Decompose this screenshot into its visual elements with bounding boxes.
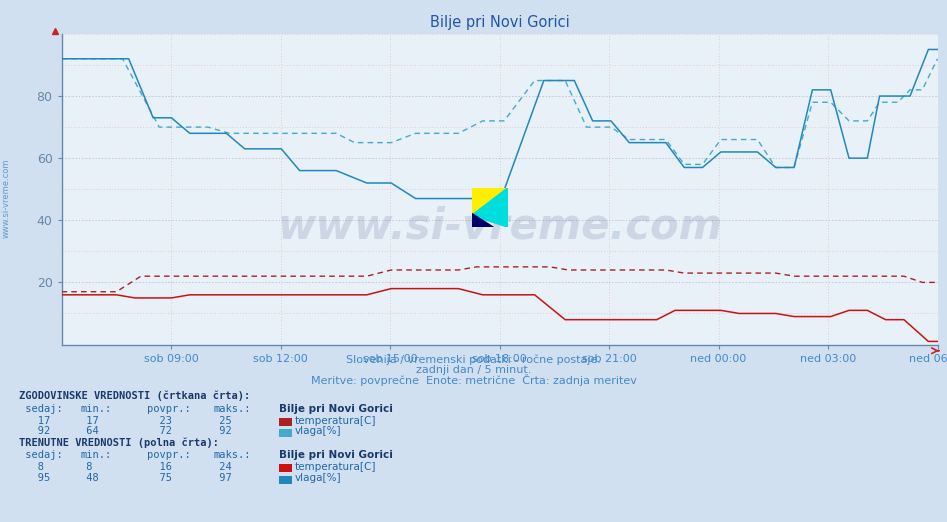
Text: Slovenija / vremenski podatki - ročne postaje.: Slovenija / vremenski podatki - ročne po… <box>346 354 601 365</box>
Text: min.:: min.: <box>80 450 112 460</box>
Text: 92: 92 <box>213 426 232 436</box>
Text: ZGODOVINSKE VREDNOSTI (črtkana črta):: ZGODOVINSKE VREDNOSTI (črtkana črta): <box>19 391 250 401</box>
Text: 8: 8 <box>80 462 93 472</box>
Text: TRENUTNE VREDNOSTI (polna črta):: TRENUTNE VREDNOSTI (polna črta): <box>19 438 219 448</box>
Text: 24: 24 <box>213 462 232 472</box>
Text: Meritve: povprečne  Enote: metrične  Črta: zadnja meritev: Meritve: povprečne Enote: metrične Črta:… <box>311 374 636 386</box>
Text: povpr.:: povpr.: <box>147 450 190 460</box>
Text: sedaj:: sedaj: <box>19 450 63 460</box>
Text: temperatura[C]: temperatura[C] <box>295 416 376 426</box>
Text: 48: 48 <box>80 473 99 483</box>
Polygon shape <box>472 213 493 227</box>
Text: 75: 75 <box>147 473 171 483</box>
Title: Bilje pri Novi Gorici: Bilje pri Novi Gorici <box>430 15 569 30</box>
Text: 23: 23 <box>147 416 171 426</box>
Text: 25: 25 <box>213 416 232 426</box>
Polygon shape <box>472 188 508 216</box>
Text: 16: 16 <box>147 462 171 472</box>
Text: www.si-vreme.com: www.si-vreme.com <box>277 206 722 247</box>
Text: 95: 95 <box>19 473 50 483</box>
Text: maks.:: maks.: <box>213 405 251 414</box>
Text: 97: 97 <box>213 473 232 483</box>
Text: min.:: min.: <box>80 405 112 414</box>
Text: vlaga[%]: vlaga[%] <box>295 473 341 483</box>
Text: 92: 92 <box>19 426 50 436</box>
Text: maks.:: maks.: <box>213 450 251 460</box>
Text: 17: 17 <box>19 416 50 426</box>
Text: 72: 72 <box>147 426 171 436</box>
Text: www.si-vreme.com: www.si-vreme.com <box>2 159 11 238</box>
Polygon shape <box>472 188 508 227</box>
Text: povpr.:: povpr.: <box>147 405 190 414</box>
Text: 8: 8 <box>19 462 44 472</box>
Text: 64: 64 <box>80 426 99 436</box>
Text: vlaga[%]: vlaga[%] <box>295 426 341 436</box>
Text: temperatura[C]: temperatura[C] <box>295 462 376 472</box>
Text: Bilje pri Novi Gorici: Bilje pri Novi Gorici <box>279 405 393 414</box>
Text: 17: 17 <box>80 416 99 426</box>
Text: sedaj:: sedaj: <box>19 405 63 414</box>
Text: Bilje pri Novi Gorici: Bilje pri Novi Gorici <box>279 450 393 460</box>
Text: zadnji dan / 5 minut.: zadnji dan / 5 minut. <box>416 365 531 375</box>
